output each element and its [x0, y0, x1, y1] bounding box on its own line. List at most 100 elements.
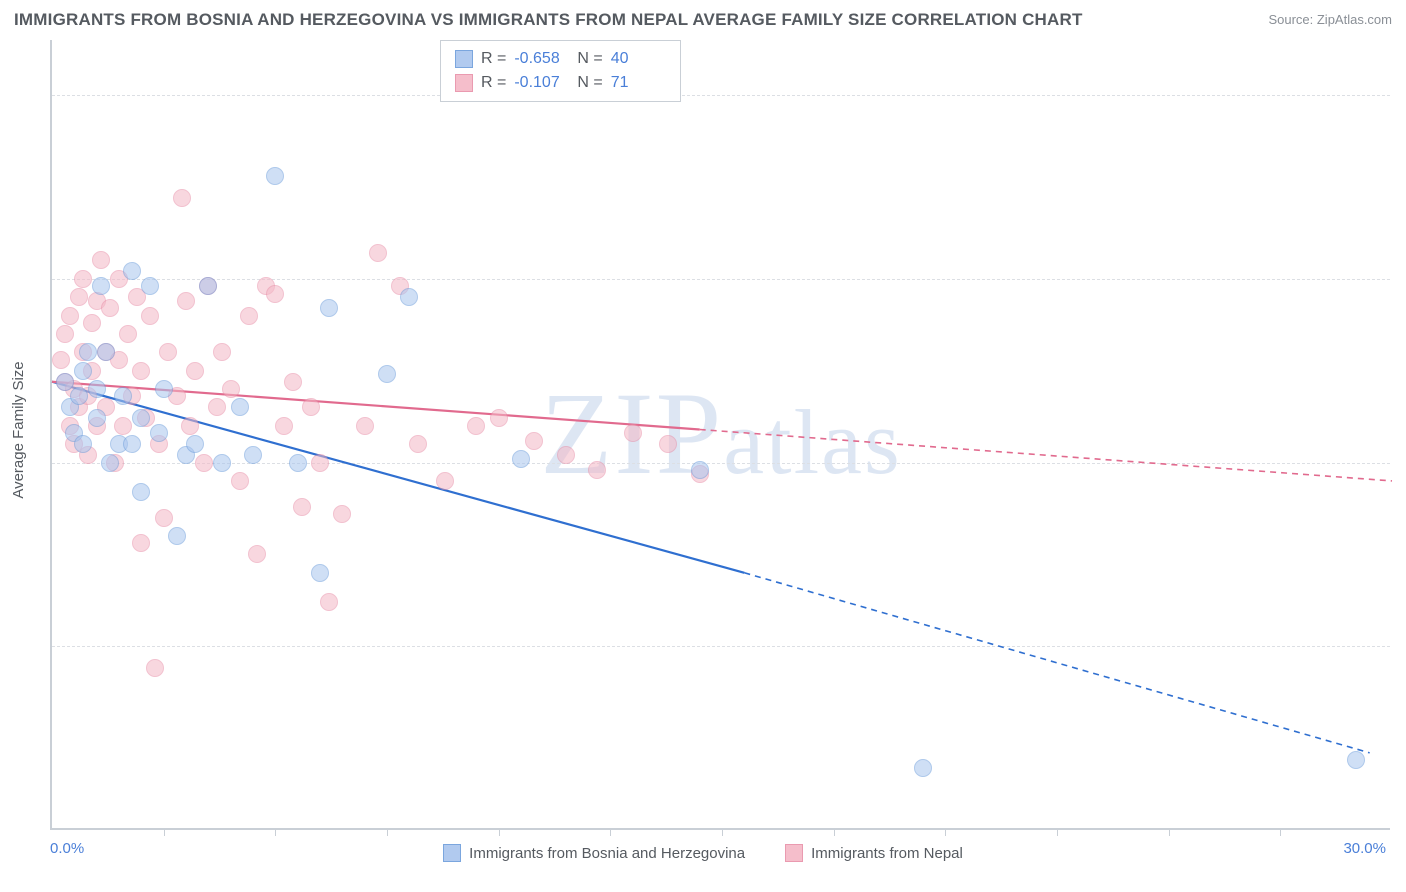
data-point-bosnia: [88, 380, 106, 398]
data-point-bosnia: [155, 380, 173, 398]
data-point-bosnia: [914, 759, 932, 777]
data-point-nepal: [186, 362, 204, 380]
plot-area: ZIPatlas 2.503.003.504.00: [50, 40, 1390, 830]
series-legend: Immigrants from Bosnia and Herzegovina I…: [0, 844, 1406, 862]
data-point-bosnia: [378, 365, 396, 383]
source-name: ZipAtlas.com: [1317, 12, 1392, 27]
data-point-nepal: [155, 509, 173, 527]
data-point-nepal: [141, 307, 159, 325]
data-point-bosnia: [74, 362, 92, 380]
data-point-bosnia: [97, 343, 115, 361]
data-point-nepal: [320, 593, 338, 611]
y-tick-label: 3.00: [1400, 454, 1406, 471]
data-point-bosnia: [213, 454, 231, 472]
data-point-nepal: [101, 299, 119, 317]
data-point-nepal: [302, 398, 320, 416]
data-point-nepal: [369, 244, 387, 262]
data-point-nepal: [659, 435, 677, 453]
swatch-bosnia: [443, 844, 461, 862]
source-attribution: Source: ZipAtlas.com: [1268, 12, 1392, 27]
data-point-bosnia: [311, 564, 329, 582]
legend-item-bosnia: Immigrants from Bosnia and Herzegovina: [443, 844, 745, 862]
data-point-nepal: [52, 351, 70, 369]
data-point-bosnia: [400, 288, 418, 306]
data-point-bosnia: [186, 435, 204, 453]
data-point-bosnia: [74, 435, 92, 453]
data-point-nepal: [159, 343, 177, 361]
data-point-nepal: [624, 424, 642, 442]
data-point-nepal: [293, 498, 311, 516]
trend-line-dashed-bosnia: [744, 573, 1369, 753]
trend-lines: [52, 40, 1392, 830]
n-label: N =: [577, 71, 602, 95]
r-value-nepal: -0.107: [514, 71, 569, 95]
data-point-nepal: [525, 432, 543, 450]
data-point-nepal: [409, 435, 427, 453]
data-point-bosnia: [1347, 751, 1365, 769]
data-point-bosnia: [70, 387, 88, 405]
chart-container: IMMIGRANTS FROM BOSNIA AND HERZEGOVINA V…: [0, 0, 1406, 892]
data-point-nepal: [284, 373, 302, 391]
data-point-bosnia: [512, 450, 530, 468]
chart-title: IMMIGRANTS FROM BOSNIA AND HERZEGOVINA V…: [14, 10, 1083, 30]
data-point-nepal: [490, 409, 508, 427]
data-point-nepal: [177, 292, 195, 310]
swatch-nepal: [785, 844, 803, 862]
data-point-bosnia: [691, 461, 709, 479]
data-point-nepal: [132, 534, 150, 552]
data-point-nepal: [266, 285, 284, 303]
data-point-bosnia: [88, 409, 106, 427]
r-label: R =: [481, 47, 506, 71]
data-point-bosnia: [123, 262, 141, 280]
y-tick-label: 4.00: [1400, 87, 1406, 104]
trend-line-dashed-nepal: [700, 429, 1392, 480]
data-point-bosnia: [56, 373, 74, 391]
data-point-nepal: [231, 472, 249, 490]
n-label: N =: [577, 47, 602, 71]
data-point-nepal: [557, 446, 575, 464]
legend-item-nepal: Immigrants from Nepal: [785, 844, 963, 862]
data-point-bosnia: [289, 454, 307, 472]
data-point-bosnia: [123, 435, 141, 453]
y-axis-label: Average Family Size: [10, 361, 27, 498]
data-point-bosnia: [79, 343, 97, 361]
swatch-bosnia: [455, 50, 473, 68]
data-point-nepal: [333, 505, 351, 523]
source-prefix: Source:: [1268, 12, 1316, 27]
data-point-bosnia: [114, 387, 132, 405]
data-point-bosnia: [150, 424, 168, 442]
swatch-nepal: [455, 74, 473, 92]
r-label: R =: [481, 71, 506, 95]
data-point-bosnia: [101, 454, 119, 472]
data-point-bosnia: [199, 277, 217, 295]
data-point-bosnia: [132, 409, 150, 427]
legend-label-bosnia: Immigrants from Bosnia and Herzegovina: [469, 845, 745, 862]
data-point-nepal: [70, 288, 88, 306]
data-point-nepal: [83, 314, 101, 332]
data-point-nepal: [173, 189, 191, 207]
data-point-nepal: [248, 545, 266, 563]
correlation-legend: R = -0.658 N = 40 R = -0.107 N = 71: [440, 40, 681, 102]
data-point-nepal: [208, 398, 226, 416]
y-tick-label: 2.50: [1400, 638, 1406, 655]
data-point-nepal: [146, 659, 164, 677]
data-point-nepal: [213, 343, 231, 361]
data-point-nepal: [240, 307, 258, 325]
data-point-bosnia: [266, 167, 284, 185]
data-point-nepal: [588, 461, 606, 479]
data-point-nepal: [275, 417, 293, 435]
data-point-nepal: [222, 380, 240, 398]
data-point-nepal: [74, 270, 92, 288]
n-value-bosnia: 40: [611, 47, 666, 71]
r-value-bosnia: -0.658: [514, 47, 569, 71]
legend-row-nepal: R = -0.107 N = 71: [455, 71, 666, 95]
trend-line-solid-bosnia: [52, 382, 744, 573]
data-point-bosnia: [132, 483, 150, 501]
data-point-nepal: [61, 307, 79, 325]
data-point-nepal: [56, 325, 74, 343]
data-point-nepal: [195, 454, 213, 472]
data-point-bosnia: [231, 398, 249, 416]
y-tick-label: 3.50: [1400, 270, 1406, 287]
legend-label-nepal: Immigrants from Nepal: [811, 845, 963, 862]
data-point-nepal: [356, 417, 374, 435]
